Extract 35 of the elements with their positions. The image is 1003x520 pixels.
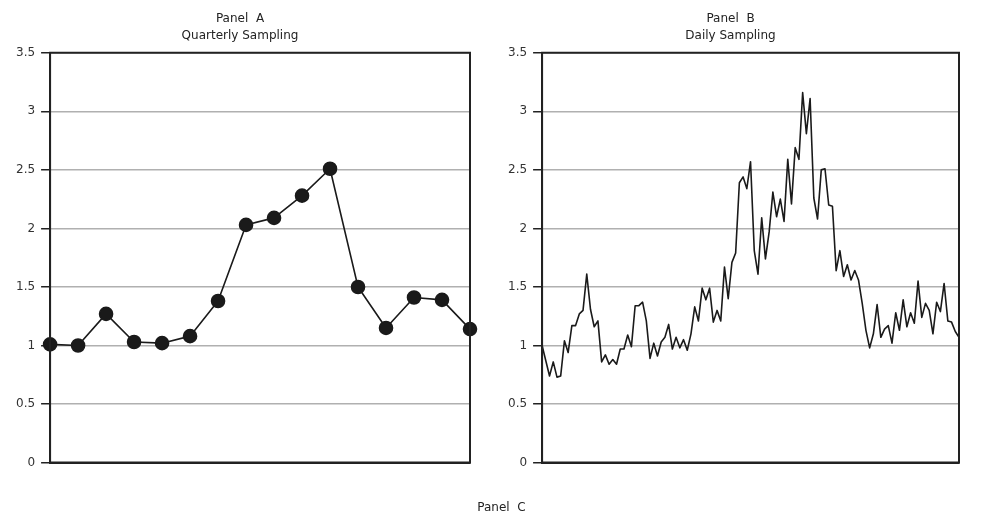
text: Panel C [476, 500, 527, 514]
y-tick-label: 0.5 [507, 396, 528, 411]
point [434, 292, 450, 308]
point [406, 290, 422, 305]
y-tick-label: 3 [27, 103, 36, 118]
point [266, 210, 282, 226]
y-tick-label: 0 [27, 454, 36, 469]
y-tick-label: 2.5 [15, 162, 36, 177]
point [70, 338, 86, 353]
y-tick-label: 3 [519, 103, 528, 118]
chart-title: Panel A [215, 11, 265, 26]
point [182, 328, 198, 344]
y-tick-label: 1 [519, 337, 528, 352]
point [98, 306, 114, 322]
y-tick-label: 1 [27, 337, 36, 352]
point [126, 334, 142, 350]
point [294, 188, 310, 203]
y-tick-label: 3.5 [507, 44, 528, 59]
chart-subtitle: Daily Sampling [685, 27, 776, 42]
y-tick-label: 1.5 [15, 279, 36, 294]
y-tick-label: 0 [519, 454, 528, 469]
y-tick-label: 1.5 [507, 279, 528, 294]
point [378, 320, 394, 336]
y-tick-label: 0.5 [15, 396, 36, 411]
y-tick-label: 2 [27, 220, 36, 235]
point [322, 161, 338, 177]
y-tick-label: 3.5 [15, 44, 36, 59]
point [238, 217, 254, 233]
y-tick-label: 2.5 [507, 162, 528, 177]
y-tick-label: 2 [519, 220, 528, 235]
point [154, 335, 170, 351]
chart-subtitle: Quarterly Sampling [181, 27, 299, 42]
point [210, 293, 226, 309]
chart-title: Panel B [706, 11, 755, 26]
point [350, 279, 366, 295]
